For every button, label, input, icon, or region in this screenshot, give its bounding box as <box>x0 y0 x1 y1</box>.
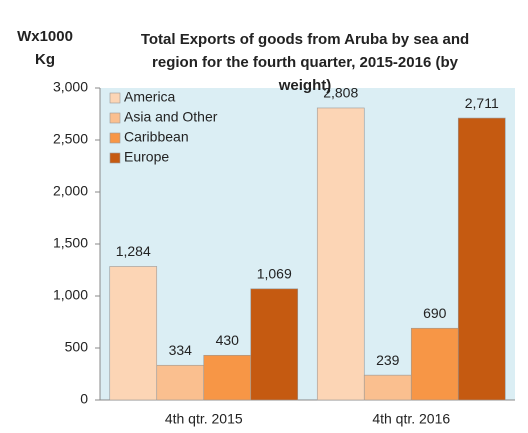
y-tick-label: 1,500 <box>53 235 88 251</box>
legend-label: Asia and Other <box>124 109 218 125</box>
y-tick-label: 1,000 <box>53 287 88 303</box>
legend-label: Europe <box>124 149 169 165</box>
bar <box>250 288 299 401</box>
chart-title: weight) <box>278 77 332 94</box>
bar <box>203 354 252 401</box>
legend-swatch <box>109 92 121 104</box>
legend-swatch <box>109 152 121 164</box>
data-label: 430 <box>216 332 240 348</box>
y-tick-label: 0 <box>80 391 88 407</box>
data-label: 1,284 <box>116 243 151 259</box>
bar <box>457 117 506 401</box>
bar <box>156 364 205 401</box>
chart-title: Total Exports of goods from Aruba by sea… <box>141 31 469 48</box>
data-label: 1,069 <box>257 266 292 282</box>
y-tick-label: 3,000 <box>53 79 88 95</box>
y-tick-label: 2,000 <box>53 183 88 199</box>
bar <box>109 266 158 401</box>
bar <box>410 327 459 401</box>
bar <box>316 107 365 401</box>
y-tick-label: 2,500 <box>53 131 88 147</box>
data-label: 239 <box>376 352 400 368</box>
y-axis-label: Kg <box>35 51 55 68</box>
chart-title: region for the fourth quarter, 2015-2016… <box>152 54 459 71</box>
x-tick-label: 4th qtr. 2016 <box>372 411 450 427</box>
bar <box>363 374 412 401</box>
legend-swatch <box>109 132 121 144</box>
legend-label: America <box>124 89 176 105</box>
legend-label: Caribbean <box>124 129 189 145</box>
x-tick-label: 4th qtr. 2015 <box>165 411 243 427</box>
data-label: 2,808 <box>323 85 358 101</box>
data-label: 334 <box>169 342 193 358</box>
y-axis-label: Wx1000 <box>17 28 73 45</box>
y-tick-label: 500 <box>65 339 89 355</box>
data-label: 2,711 <box>465 95 499 111</box>
legend-swatch <box>109 112 121 124</box>
data-label: 690 <box>423 305 447 321</box>
